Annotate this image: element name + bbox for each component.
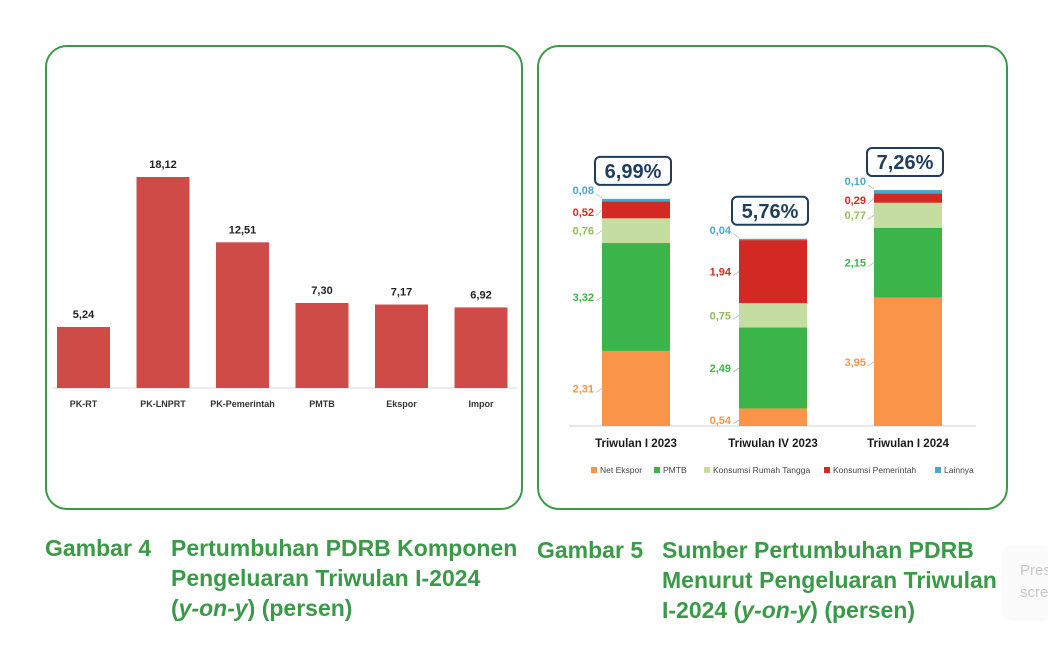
data-label-lainnya-triwulan-i-2023: 0,08 — [573, 185, 594, 197]
legend-swatch-pmtb — [654, 467, 660, 473]
segment-konsumsi-rumah-tangga-triwulan-iv-2023 — [739, 303, 807, 328]
segment-net-ekspor-triwulan-i-2024 — [874, 297, 942, 426]
x-tick-pk-lnprt: PK-LNPRT — [140, 399, 186, 409]
data-label-konsumsi-rumah-tangga-triwulan-iv-2023: 0,75 — [710, 310, 731, 322]
legend-label-net-ekspor: Net Ekspor — [600, 465, 642, 475]
leader-line-net-ekspor-triwulan-i-2024 — [867, 361, 875, 367]
leader-line-pmtb-triwulan-i-2023 — [595, 296, 603, 302]
legend-label-konsumsi-rumah-tangga: Konsumsi Rumah Tangga — [713, 465, 810, 475]
leader-line-lainnya-triwulan-iv-2023 — [732, 233, 740, 239]
total-label-triwulan-i-2023: 6,99% — [605, 161, 662, 183]
data-label-pmtb-triwulan-iv-2023: 2,49 — [710, 363, 731, 375]
x-tick-impor: Impor — [468, 399, 493, 409]
stacked-bar-chart-growth-sources: 2,31 3,32 0,76 0,52 0,08 6,99% Triwulan I 2023… — [569, 147, 976, 475]
legend-swatch-lainnya — [935, 467, 941, 473]
x-tick-pk-rt: PK-RT — [70, 399, 98, 409]
segment-konsumsi-pemerintah-triwulan-i-2024 — [874, 193, 942, 203]
legend-swatch-net-ekspor — [591, 467, 597, 473]
leader-line-pmtb-triwulan-iv-2023 — [732, 367, 740, 373]
data-label-konsumsi-pemerintah-triwulan-iv-2023: 1,94 — [710, 267, 732, 279]
data-label-pmtb-triwulan-i-2023: 3,32 — [573, 292, 594, 304]
figure-5-title-line-2: Menurut Pengeluaran Triwulan — [662, 567, 997, 593]
total-label-triwulan-i-2024: 7,26% — [877, 152, 934, 174]
segment-pmtb-triwulan-iv-2023 — [739, 327, 807, 409]
leader-line-konsumsi-rumah-tangga-triwulan-i-2024 — [867, 214, 875, 220]
leader-line-konsumsi-rumah-tangga-triwulan-i-2023 — [595, 230, 603, 236]
bar-ekspor — [375, 304, 428, 388]
leader-line-net-ekspor-triwulan-iv-2023 — [732, 419, 740, 425]
x-tick-pk-pemerintah: PK-Pemerintah — [210, 399, 275, 409]
data-label-pk-rt: 5,24 — [73, 309, 95, 321]
total-box-triwulan-i-2024 — [866, 147, 944, 178]
segment-konsumsi-rumah-tangga-triwulan-i-2024 — [874, 202, 942, 228]
segment-konsumsi-pemerintah-triwulan-iv-2023 — [739, 240, 807, 304]
segment-lainnya-triwulan-iv-2023 — [739, 238, 807, 241]
leader-line-lainnya-triwulan-i-2023 — [595, 193, 603, 199]
data-label-konsumsi-rumah-tangga-triwulan-i-2024: 0,77 — [845, 210, 866, 222]
x-tick-triwulan-i-2024: Triwulan I 2024 — [867, 438, 949, 450]
figure-5-title: Sumber Pertumbuhan PDRB Menurut Pengelua… — [662, 535, 997, 625]
segment-konsumsi-rumah-tangga-triwulan-i-2023 — [602, 218, 670, 244]
x-tick-ekspor: Ekspor — [386, 399, 417, 409]
segment-konsumsi-pemerintah-triwulan-i-2023 — [602, 201, 670, 219]
leader-line-lainnya-triwulan-i-2024 — [867, 184, 875, 190]
legend-label-pmtb: PMTB — [663, 465, 687, 475]
hint-line-2: screen — [1020, 584, 1048, 601]
bar-pk-pemerintah — [216, 242, 269, 388]
leader-line-konsumsi-pemerintah-triwulan-iv-2023 — [732, 271, 740, 276]
x-tick-pmtb: PMTB — [309, 399, 335, 409]
figure-5-title-line-3: I-2024 (y-on-y) (persen) — [662, 597, 916, 623]
figure-4-title-line-2: Pengeluaran Triwulan I-2024 — [171, 565, 481, 591]
figure-5-title-line-1: Sumber Pertumbuhan PDRB — [662, 537, 974, 563]
data-label-konsumsi-pemerintah-triwulan-i-2023: 0,52 — [573, 207, 594, 219]
bar-pmtb — [295, 302, 349, 388]
figure-4-title-line-3: (y-on-y) (persen) — [171, 595, 353, 621]
data-label-konsumsi-pemerintah-triwulan-i-2024: 0,29 — [845, 195, 866, 207]
segment-pmtb-triwulan-i-2024 — [874, 227, 942, 298]
leader-line-konsumsi-rumah-tangga-triwulan-iv-2023 — [732, 315, 740, 320]
total-box-triwulan-i-2023 — [594, 155, 672, 186]
data-label-lainnya-triwulan-iv-2023: 0,04 — [710, 225, 732, 237]
data-label-pk-pemerintah: 12,51 — [229, 224, 257, 236]
bar-pk-lnprt — [136, 177, 190, 388]
chart-panel-growth-sources: 2,31 3,32 0,76 0,52 0,08 6,99% Triwulan I 2023… — [537, 45, 1008, 510]
chart-panel-component-growth: 5,24 PK-RT 18,12 PK-LNPRT 12,51 PK-Pemerintah… — [45, 45, 523, 510]
segment-net-ekspor-triwulan-iv-2023 — [739, 408, 807, 426]
total-label-triwulan-iv-2023: 5,76% — [742, 201, 799, 223]
figure-5-label: Gambar 5 — [537, 537, 644, 563]
data-label-net-ekspor-triwulan-iv-2023: 0,54 — [710, 415, 732, 427]
segment-net-ekspor-triwulan-i-2023 — [602, 350, 670, 426]
bar-pk-rt — [57, 326, 110, 388]
data-label-ekspor: 7,17 — [391, 287, 412, 299]
legend-label-lainnya: Lainnya — [944, 465, 974, 475]
leader-line-pmtb-triwulan-i-2024 — [867, 262, 875, 268]
figure-4-label: Gambar 4 — [45, 535, 152, 561]
bar-impor — [454, 307, 508, 388]
x-tick-triwulan-i-2023: Triwulan I 2023 — [595, 438, 677, 450]
legend-swatch-konsumsi-rumah-tangga — [704, 467, 710, 473]
data-label-pk-lnprt: 18,12 — [149, 159, 177, 171]
figure-4-title-line-1: Pertumbuhan PDRB Komponen — [171, 535, 518, 561]
data-label-lainnya-triwulan-i-2024: 0,10 — [845, 176, 866, 188]
segment-lainnya-triwulan-i-2023 — [602, 198, 670, 202]
data-label-pmtb-triwulan-i-2024: 2,15 — [845, 258, 866, 270]
segment-pmtb-triwulan-i-2023 — [602, 243, 670, 351]
figure-4-title: Pertumbuhan PDRB Komponen Pengeluaran Tr… — [171, 533, 517, 623]
data-label-pmtb: 7,30 — [311, 285, 332, 297]
x-tick-triwulan-iv-2023: Triwulan IV 2023 — [728, 438, 817, 450]
leader-line-net-ekspor-triwulan-i-2023 — [595, 388, 603, 393]
legend-label-konsumsi-pemerintah: Konsumsi Pemerintah — [833, 465, 916, 475]
segment-lainnya-triwulan-i-2024 — [874, 190, 942, 194]
leader-line-konsumsi-pemerintah-triwulan-i-2023 — [595, 209, 603, 217]
leader-line-konsumsi-pemerintah-triwulan-i-2024 — [867, 197, 875, 205]
data-label-net-ekspor-triwulan-i-2024: 3,95 — [845, 357, 866, 369]
data-label-konsumsi-rumah-tangga-triwulan-i-2023: 0,76 — [573, 226, 594, 238]
data-label-net-ekspor-triwulan-i-2023: 2,31 — [573, 383, 594, 395]
total-box-triwulan-iv-2023 — [731, 195, 809, 226]
data-label-impor: 6,92 — [470, 289, 491, 301]
bar-chart-component-growth: 5,24 PK-RT 18,12 PK-LNPRT 12,51 PK-Pemerintah… — [53, 159, 517, 409]
legend-swatch-konsumsi-pemerintah — [824, 467, 830, 473]
